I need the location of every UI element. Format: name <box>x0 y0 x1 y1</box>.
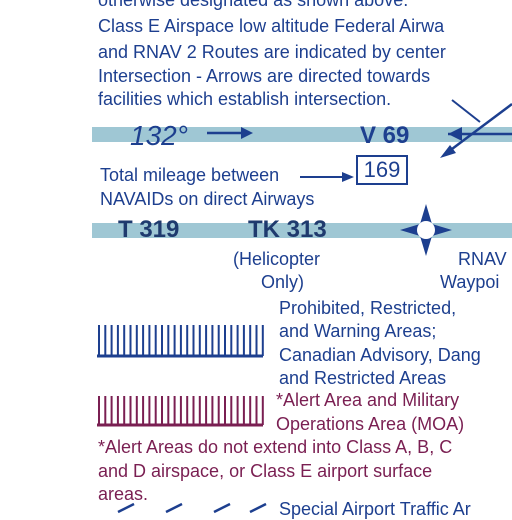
rnav-waypoint-label-line-2: Waypoi <box>440 271 499 293</box>
rnav-waypoint-label-line-1: RNAV <box>458 248 507 270</box>
sata-boundary-icon <box>110 500 270 512</box>
rnav-waypoint-icon <box>396 202 456 258</box>
route-tk313-label: TK 313 <box>248 216 327 244</box>
alert-note-line-2: and D airspace, or Class E airport surfa… <box>98 460 432 482</box>
helicopter-note-line-1: (Helicopter <box>233 248 320 270</box>
special-use-line-2: and Warning Areas; <box>279 320 436 342</box>
alert-moa-line-2: Operations Area (MOA) <box>276 413 464 435</box>
mileage-box: 169 <box>356 155 408 185</box>
route-t319-label: T 319 <box>118 216 179 244</box>
prohibited-area-boundary-icon <box>97 323 267 359</box>
special-use-line-3: Canadian Advisory, Dang <box>279 344 481 366</box>
special-use-line-1: Prohibited, Restricted, <box>279 297 456 319</box>
moa-boundary-icon <box>97 394 267 428</box>
mileage-pointer-arrow-icon <box>300 170 356 184</box>
mileage-caption-line-2: NAVAIDs on direct Airways <box>100 188 314 210</box>
alert-note-line-1: *Alert Areas do not extend into Class A,… <box>98 436 452 458</box>
mileage-caption-line-1: Total mileage between <box>100 164 279 186</box>
alert-moa-line-1: *Alert Area and Military <box>276 389 459 411</box>
sata-line-1: Special Airport Traffic Ar <box>279 498 471 520</box>
helicopter-note-line-2: Only) <box>261 271 304 293</box>
special-use-line-4: and Restricted Areas <box>279 367 446 389</box>
